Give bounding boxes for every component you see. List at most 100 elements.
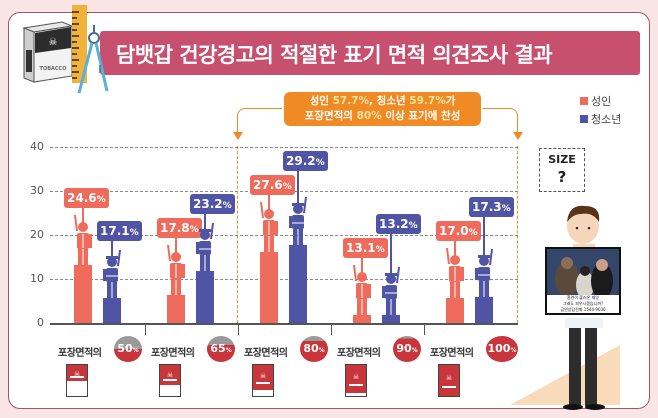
label-stem (454, 241, 456, 257)
value-label-youth: 17.3% (469, 197, 514, 218)
adult-figure-icon (353, 265, 371, 316)
callout-text: 가 (445, 95, 456, 107)
cigarette-pack-icon: ☠ TOBACCO (22, 21, 74, 83)
x-category-label: 포장면적의 (337, 348, 381, 359)
youth-figure-icon (103, 249, 121, 298)
photo-caption: 흡연이 불러온 재앙 그래도 피우시겠습니까? 금연상담전화 1544-9030 (547, 295, 619, 313)
gridline (50, 235, 518, 236)
x-category-80: 포장면적의 80% ☠ (244, 336, 336, 406)
x-tick (424, 323, 425, 335)
pct-bubble: 65% (207, 336, 235, 362)
value-label-youth: 23.2% (190, 193, 235, 214)
bar-youth (289, 244, 307, 323)
highlight-region (237, 146, 518, 323)
compass-icon (77, 25, 109, 94)
bar-youth (475, 296, 493, 323)
value-label-adult: 13.1% (343, 238, 388, 259)
y-tick-label: 20 (30, 228, 44, 241)
value-label-adult: 17.0% (436, 221, 481, 242)
x-category-90: 포장면적의 90% ☠ (337, 336, 429, 406)
y-tick-label: 10 (30, 272, 44, 285)
svg-text:TOBACCO: TOBACCO (40, 66, 67, 72)
callout-text: 이상 표기에 찬성 (381, 110, 461, 122)
pct-bubble: 80% (300, 336, 328, 362)
legend-item-youth: 청소년 (580, 110, 621, 128)
label-stem (361, 258, 363, 274)
x-axis (50, 323, 518, 325)
mini-pack-icon: ☠ (66, 364, 88, 397)
gridline (50, 147, 518, 148)
x-category-50: 포장면적의 50% ☠ (58, 336, 150, 406)
label-stem (82, 207, 84, 223)
mini-pack-icon: ☠ (159, 364, 181, 397)
x-category-label: 포장면적의 (430, 348, 474, 359)
pct-bubble: 90% (393, 336, 421, 362)
x-category-label: 포장면적의 (244, 348, 288, 359)
svg-text:☠: ☠ (49, 37, 58, 48)
caption-line: 금연상담전화 1544-9030 (560, 307, 606, 312)
caption-line: 그래도 피우시겠습니까? (562, 301, 604, 306)
y-tick-label: 0 (37, 316, 44, 329)
adult-figure-icon (74, 214, 92, 265)
arrow-down-icon (513, 132, 523, 140)
value-label-adult: 27.6% (250, 174, 295, 195)
bar-adult (353, 315, 371, 323)
label-stem (297, 170, 299, 203)
callout-highlight: 57.7% (332, 95, 370, 107)
bar-youth (103, 297, 121, 323)
callout-highlight: 59.7% (409, 95, 446, 107)
label-stem (268, 194, 270, 210)
x-tick (238, 323, 239, 335)
youth-figure-icon (196, 222, 214, 271)
value-label-youth: 29.2% (283, 150, 328, 171)
bar-youth (196, 270, 214, 323)
mini-pack-icon: ☠ (252, 364, 274, 397)
thought-text: SIZE (548, 153, 576, 166)
thought-bubble: SIZE ? (539, 148, 585, 192)
legend-item-adult: 성인 (580, 92, 621, 110)
x-category-65: 포장면적의 65% ☠ (151, 336, 243, 406)
legend-label: 청소년 (591, 113, 622, 126)
value-label-youth: 17.1% (97, 220, 142, 241)
adult-figure-icon (167, 244, 185, 295)
mini-pack-icon: ☠ (345, 364, 367, 397)
label-stem (175, 237, 177, 253)
legend-label: 성인 (591, 95, 612, 108)
callout-text: 포장면적의 (304, 110, 357, 122)
callout-text: , 청소년 (369, 95, 410, 107)
warning-photo-sign: 흡연이 불러온 재앙 그래도 피우시겠습니까? 금연상담전화 1544-9030 (545, 247, 621, 315)
x-tick (145, 323, 146, 335)
ruler-icon (72, 5, 87, 83)
page-title: 담뱃갑 건강경고의 적절한 표기 면적 의견조사 결과 (116, 43, 553, 67)
value-label-adult: 24.6% (64, 187, 109, 208)
man-illustration (563, 205, 605, 410)
family-photo (547, 249, 619, 299)
legend-swatch-adult (580, 97, 588, 105)
triangle-ruler-icon (510, 345, 620, 405)
bar-adult (74, 264, 92, 323)
youth-figure-icon (382, 266, 400, 315)
bar-adult (167, 294, 185, 323)
label-stem (483, 217, 485, 255)
youth-figure-icon (475, 248, 493, 297)
pct-bubble: 50% (114, 336, 142, 362)
x-category-label: 포장면적의 (58, 348, 102, 359)
label-stem (390, 234, 392, 273)
label-stem (204, 213, 206, 229)
question-mark: ? (557, 168, 567, 186)
y-tick-label: 30 (30, 184, 44, 197)
bar-adult (260, 251, 278, 323)
adult-figure-icon (260, 201, 278, 252)
label-stem (111, 240, 113, 256)
callout-text: 성인 (309, 95, 333, 107)
arrow-down-icon (233, 132, 243, 140)
bar-youth (382, 314, 400, 323)
gridline (50, 279, 518, 280)
legend-swatch-youth (580, 115, 588, 123)
youth-figure-icon (289, 196, 307, 245)
value-label-adult: 17.8% (157, 217, 202, 238)
caption-line: 흡연이 불러온 재앙 (567, 295, 599, 300)
value-label-youth: 13.2% (376, 214, 421, 235)
chart-legend: 성인 청소년 (580, 92, 621, 128)
mini-pack-icon: ☠ (438, 364, 460, 397)
